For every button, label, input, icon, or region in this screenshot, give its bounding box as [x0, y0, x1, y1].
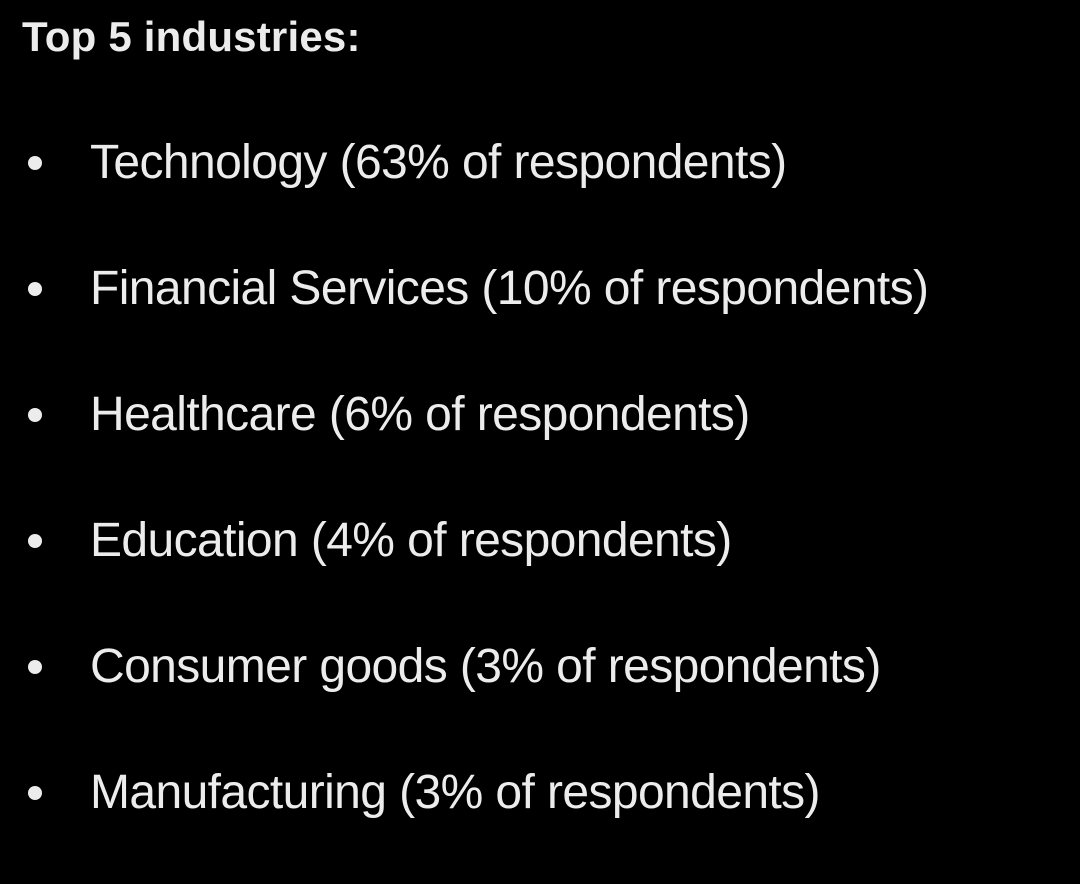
list-item-label: Technology (63% of respondents)	[90, 136, 787, 189]
bullet-icon	[28, 534, 42, 548]
bullet-icon	[28, 660, 42, 674]
list-item-label: Manufacturing (3% of respondents)	[90, 766, 821, 819]
page-title: Top 5 industries:	[22, 13, 361, 60]
bullet-icon	[28, 282, 42, 296]
bullet-icon	[28, 156, 42, 170]
list-item-label: Education (4% of respondents)	[90, 514, 732, 567]
list-item-label: Financial Services (10% of respondents)	[90, 262, 929, 315]
bullet-icon	[28, 786, 42, 800]
bullet-icon	[28, 408, 42, 422]
list-item-label: Healthcare (6% of respondents)	[90, 388, 750, 441]
list-item-label: Consumer goods (3% of respondents)	[90, 640, 881, 693]
